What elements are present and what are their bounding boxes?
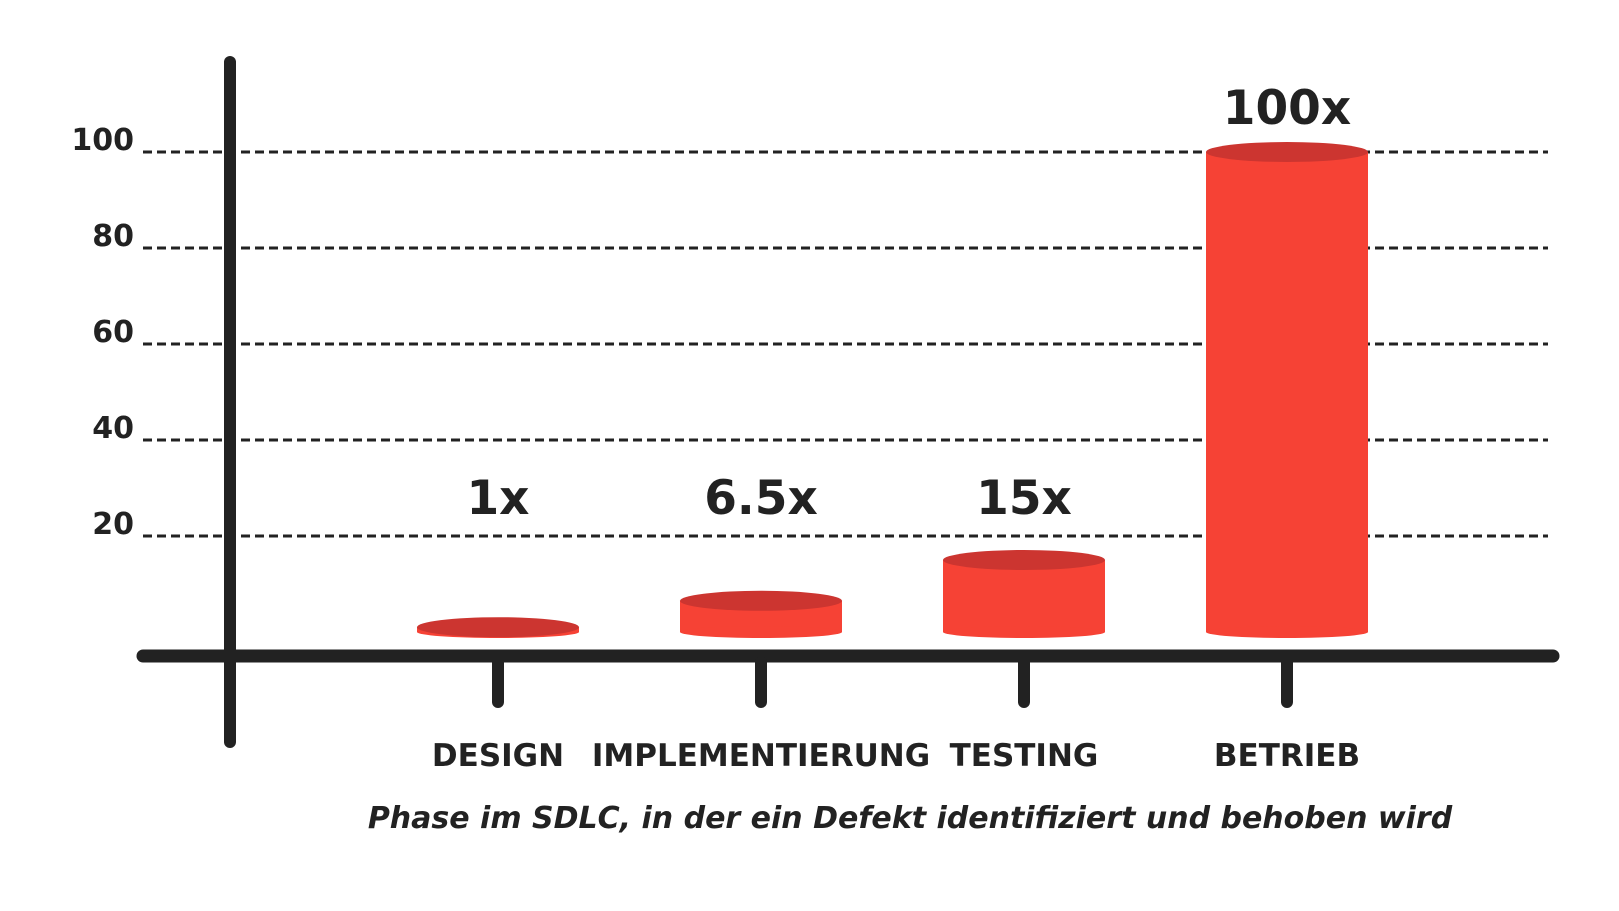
- bar-top: [680, 590, 842, 611]
- data-label: 6.5x: [704, 471, 818, 526]
- labels: 20 40 60 80 100 DESIGN 1x IMPLEMENTIERUNG 6.5x TE…: [71, 81, 1360, 774]
- bar-top: [943, 550, 1105, 570]
- y-tick-label: 60: [92, 315, 134, 350]
- bar-body: [1206, 152, 1368, 632]
- x-tick-label: BETRIEB: [1214, 738, 1360, 774]
- y-tick-label: 20: [92, 507, 134, 542]
- bar-bottom: [680, 626, 842, 638]
- data-label: 100x: [1223, 81, 1351, 136]
- axes: [136, 56, 1560, 748]
- bar-bottom: [943, 626, 1105, 638]
- bar-design: [417, 617, 579, 638]
- bar-implementierung: [680, 590, 842, 638]
- x-tick-label: TESTING: [950, 738, 1099, 774]
- y-tick-label: 40: [92, 411, 134, 446]
- data-label: 1x: [466, 471, 529, 526]
- x-tick-label: DESIGN: [432, 738, 564, 774]
- y-tick-label: 100: [71, 123, 134, 158]
- bar-top: [417, 617, 579, 638]
- bar-body: [943, 560, 1105, 632]
- x-tick-label: IMPLEMENTIERUNG: [592, 738, 930, 774]
- bar-bottom: [1206, 626, 1368, 638]
- bars: [417, 142, 1368, 638]
- bar-betrieb: [1206, 142, 1368, 638]
- bar-testing: [943, 550, 1105, 638]
- y-tick-label: 80: [92, 219, 134, 254]
- x-axis-title: Phase im SDLC, in der ein Defekt identif…: [368, 801, 1453, 836]
- bar-top: [1206, 142, 1368, 162]
- data-label: 15x: [976, 471, 1072, 526]
